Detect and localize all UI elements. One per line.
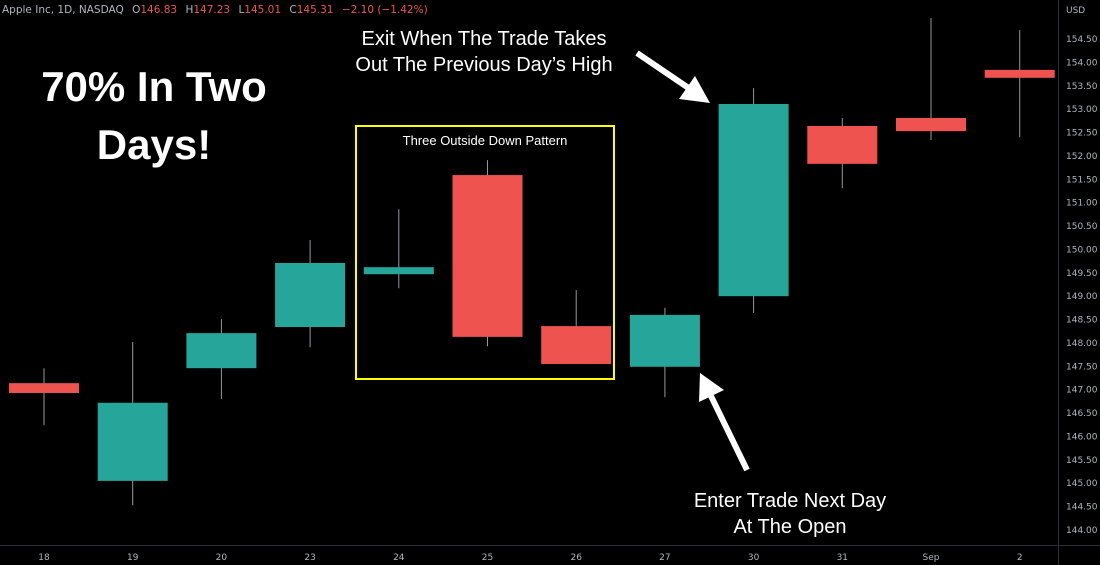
x-tick-label: Sep <box>923 553 940 563</box>
x-tick-label: 24 <box>393 553 405 563</box>
close-value: 145.31 <box>296 4 334 16</box>
x-tick-label: 27 <box>659 553 670 563</box>
candle-19 <box>97 342 168 506</box>
enter-line-2: At The Open <box>733 516 847 538</box>
y-tick-label: 152.00 <box>1066 152 1098 162</box>
high-label: H <box>185 4 194 16</box>
enter-arrow-icon <box>699 373 750 472</box>
x-tick-label: 19 <box>127 553 139 563</box>
high-value: 147.23 <box>193 4 231 16</box>
y-tick-label: 147.50 <box>1066 362 1098 372</box>
candle-31 <box>807 118 878 189</box>
candle-18 <box>9 368 79 426</box>
x-tick-label: 30 <box>748 553 760 563</box>
candle-body <box>896 118 966 132</box>
candle-26 <box>541 290 612 364</box>
y-tick-label: 147.00 <box>1066 386 1098 396</box>
candle-body <box>541 326 612 364</box>
exit-annotation: Exit When The Trade Takes Out The Previo… <box>314 26 654 78</box>
symbol-legend: Apple Inc, 1D, NASDAQ O146.83 H147.23 L1… <box>2 4 433 16</box>
candle-Sep <box>896 17 966 141</box>
pattern-highlight-box <box>355 125 615 380</box>
candle-body <box>97 402 168 481</box>
candle-25 <box>452 160 523 347</box>
exit-line-2: Out The Previous Day’s High <box>355 54 613 76</box>
y-tick-label: 148.50 <box>1066 316 1098 326</box>
y-tick-label: 153.50 <box>1066 82 1098 92</box>
y-tick-label: 144.00 <box>1066 526 1098 536</box>
y-tick-label: 150.50 <box>1066 222 1098 232</box>
y-tick-label: 153.00 <box>1066 105 1098 115</box>
symbol-name: Apple Inc, 1D, NASDAQ <box>2 4 124 16</box>
candle-30 <box>718 88 789 314</box>
low-value: 145.01 <box>244 4 282 16</box>
enter-line-1: Enter Trade Next Day <box>693 490 887 512</box>
candle-body <box>363 267 434 275</box>
open-value: 146.83 <box>140 4 178 16</box>
candle-body <box>807 125 878 164</box>
candle-24 <box>363 209 434 289</box>
price-axis[interactable]: 154.50 154.00 153.50 153.00 152.50 152.00 151.… <box>1066 35 1098 536</box>
candle-body <box>275 262 346 328</box>
candle-body <box>452 175 523 337</box>
open-label: O <box>132 4 141 16</box>
y-tick-label: 145.00 <box>1066 479 1098 489</box>
y-tick-label: 154.50 <box>1066 35 1098 45</box>
pattern-label: Three Outside Down Pattern <box>402 133 568 148</box>
y-tick-label: 145.50 <box>1066 456 1098 466</box>
change-value: −2.10 (−1.42%) <box>341 4 428 16</box>
enter-annotation: Enter Trade Next Day At The Open <box>660 488 920 540</box>
x-tick-label: 20 <box>216 553 228 563</box>
candle-body <box>718 103 789 297</box>
x-tick-label: 31 <box>837 553 848 563</box>
exit-line-1: Exit When The Trade Takes <box>361 28 607 50</box>
y-tick-label: 146.50 <box>1066 409 1098 419</box>
candle-20 <box>186 319 257 400</box>
low-label: L <box>238 4 245 16</box>
y-tick-label: 146.00 <box>1066 432 1098 442</box>
currency-label: USD <box>1066 6 1085 16</box>
x-tick-label: 2 <box>1017 553 1023 563</box>
x-tick-label: 25 <box>482 553 493 563</box>
candle-body <box>9 383 79 393</box>
y-tick-label: 154.00 <box>1066 58 1098 68</box>
close-label: C <box>289 4 297 16</box>
candles <box>9 17 1055 506</box>
y-tick-label: 150.00 <box>1066 245 1098 255</box>
y-tick-label: 148.00 <box>1066 339 1098 349</box>
candle-23 <box>275 240 346 348</box>
y-tick-label: 144.50 <box>1066 503 1098 513</box>
candle-body <box>186 333 257 369</box>
headline-annotation: 70% In Two Days! <box>41 63 267 168</box>
y-tick-label: 152.50 <box>1066 129 1098 139</box>
y-tick-label: 151.00 <box>1066 199 1098 209</box>
exit-arrow-icon <box>635 50 710 103</box>
x-tick-label: 26 <box>570 553 582 563</box>
x-tick-label: 18 <box>38 553 50 563</box>
time-axis[interactable]: 18 19 20 23 24 25 26 27 30 31 Sep 2 <box>38 553 1022 563</box>
y-tick-label: 149.50 <box>1066 269 1098 279</box>
candle-2 <box>984 30 1055 138</box>
candle-body <box>629 314 700 367</box>
x-tick-label: 23 <box>304 553 315 563</box>
candle-27 <box>629 307 700 398</box>
y-tick-label: 149.00 <box>1066 292 1098 302</box>
y-tick-label: 151.50 <box>1066 175 1098 185</box>
candle-body <box>984 69 1055 78</box>
